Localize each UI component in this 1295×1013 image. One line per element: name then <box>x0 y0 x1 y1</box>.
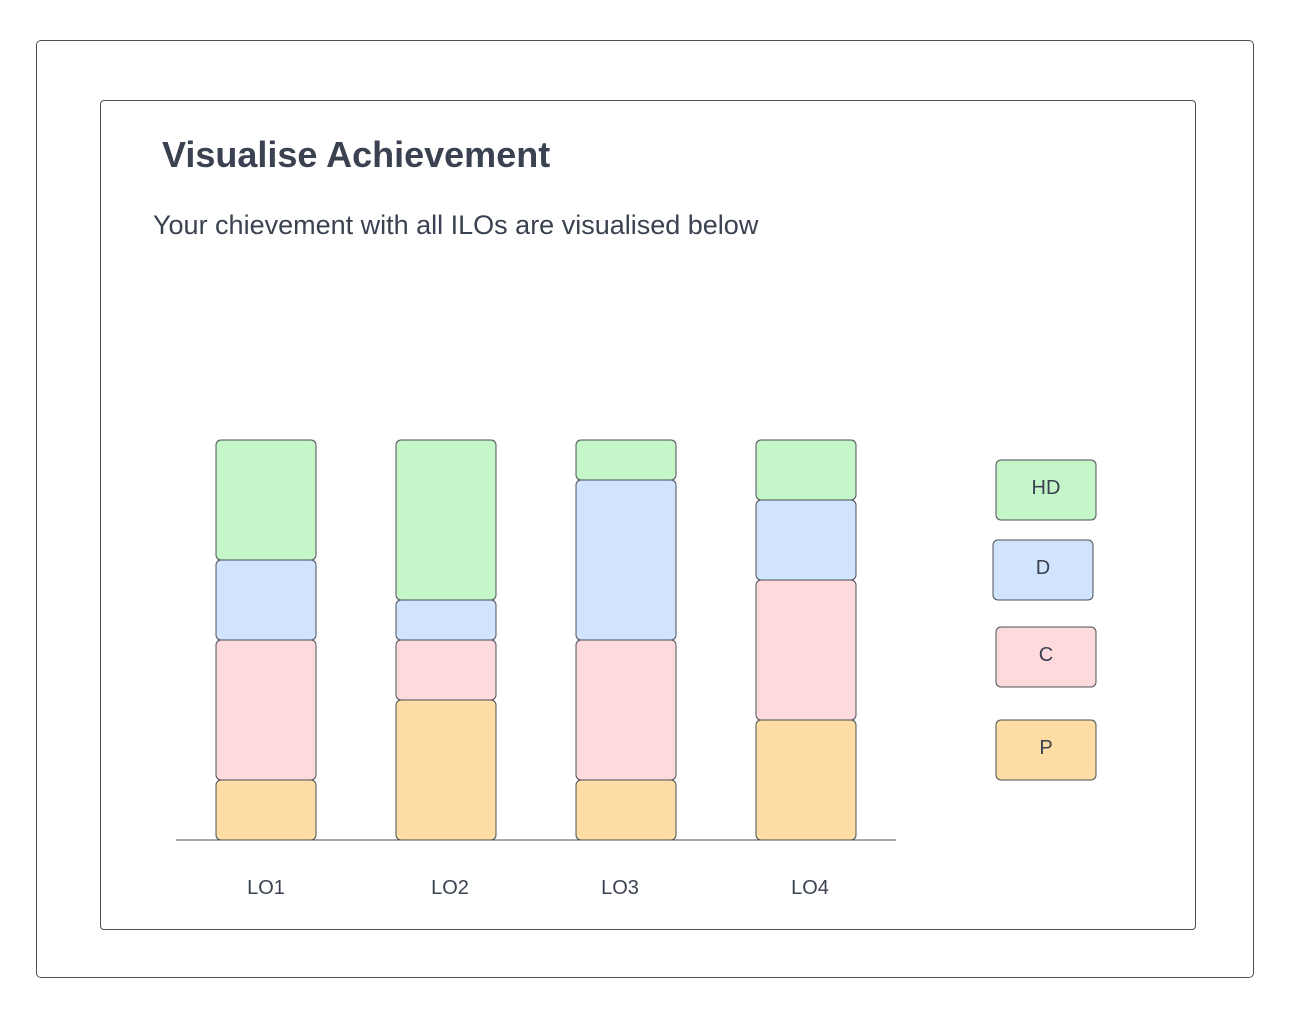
chart-bars <box>215 439 857 841</box>
bar-segment-lo2-hd <box>395 439 497 601</box>
legend-label: P <box>1039 737 1052 759</box>
bar-segment-lo3-c <box>575 639 677 781</box>
bar-segment-lo3-hd <box>575 439 677 481</box>
bar-segment-lo4-p <box>755 719 857 841</box>
x-axis-ticks: LO1 LO2 LO3 LO4 <box>247 877 829 899</box>
bar-segment-lo1-p <box>215 779 317 841</box>
outer-frame <box>36 40 1254 978</box>
x-tick-label: LO4 <box>791 877 829 899</box>
legend-swatch <box>995 626 1097 688</box>
legend-label: HD <box>1032 477 1061 499</box>
bar-segment-lo4-hd <box>755 439 857 501</box>
bar-segment-lo2-p <box>395 699 497 841</box>
page-subtitle: Your chievement with all ILOs are visual… <box>153 210 759 240</box>
page-title: Visualise Achievement <box>162 134 551 175</box>
x-tick-label: LO1 <box>247 877 285 899</box>
bar-segment-lo4-c <box>755 579 857 721</box>
x-tick-label: LO2 <box>431 877 469 899</box>
chart-legend: HD D C P <box>992 459 1097 781</box>
x-tick-label: LO3 <box>601 877 639 899</box>
bar-segment-lo2-d <box>395 599 497 641</box>
bar-segment-lo3-d <box>575 479 677 641</box>
legend-item-d: D <box>992 539 1094 601</box>
bar-segment-lo1-c <box>215 639 317 781</box>
bar-segment-lo3-p <box>575 779 677 841</box>
bar-segment-lo1-hd <box>215 439 317 561</box>
content-card <box>100 100 1196 930</box>
bar-segment-lo4-d <box>755 499 857 581</box>
bar-segment-lo1-d <box>215 559 317 641</box>
legend-item-hd: HD <box>995 459 1097 521</box>
legend-item-c: C <box>995 626 1097 688</box>
bar-segment-lo2-c <box>395 639 497 701</box>
legend-label: C <box>1039 644 1053 666</box>
legend-swatch <box>995 719 1097 781</box>
legend-swatch <box>992 539 1094 601</box>
legend-label: D <box>1036 557 1050 579</box>
legend-swatch <box>995 459 1097 521</box>
legend-item-p: P <box>995 719 1097 781</box>
